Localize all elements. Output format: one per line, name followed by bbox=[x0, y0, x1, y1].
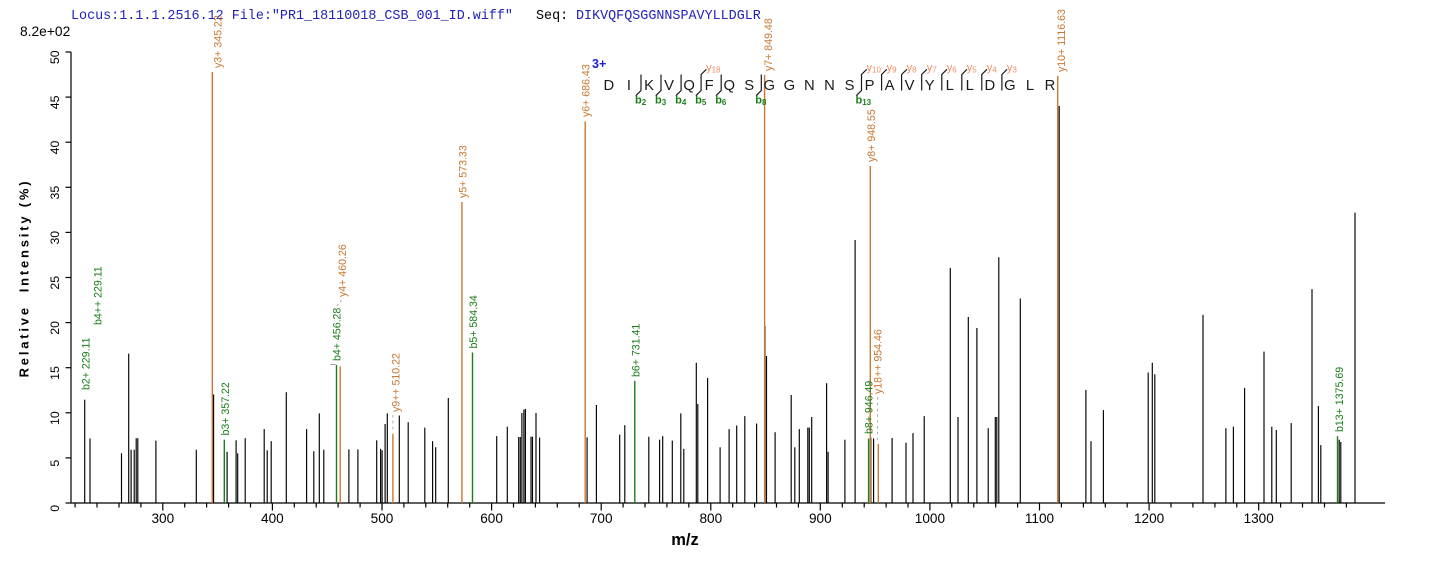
svg-text:R: R bbox=[1045, 78, 1056, 94]
svg-text:y6+ 686.43: y6+ 686.43 bbox=[581, 64, 593, 117]
svg-text:y5+ 573.33: y5+ 573.33 bbox=[457, 145, 469, 198]
svg-text:Seq:: Seq: bbox=[536, 9, 568, 24]
svg-text:S: S bbox=[845, 78, 855, 94]
svg-text:5: 5 bbox=[48, 460, 62, 467]
svg-text:V: V bbox=[664, 78, 674, 94]
svg-text:G: G bbox=[784, 78, 796, 94]
svg-text:35: 35 bbox=[48, 186, 62, 200]
svg-text:300: 300 bbox=[151, 511, 174, 526]
svg-text:15: 15 bbox=[48, 366, 62, 380]
svg-text:b2+ 229.11: b2+ 229.11 bbox=[81, 337, 93, 390]
svg-text:G: G bbox=[1004, 78, 1016, 94]
svg-text:50: 50 bbox=[48, 50, 62, 64]
svg-text:L: L bbox=[1026, 78, 1034, 94]
svg-text:25: 25 bbox=[48, 276, 62, 290]
svg-text:V: V bbox=[905, 78, 915, 94]
svg-text:b13: b13 bbox=[856, 95, 872, 108]
svg-text:y18++ 954.46: y18++ 954.46 bbox=[872, 329, 884, 394]
svg-text:Y: Y bbox=[925, 78, 935, 94]
svg-text:y8: y8 bbox=[907, 62, 918, 75]
svg-text:800: 800 bbox=[699, 511, 722, 526]
svg-text:3+: 3+ bbox=[592, 57, 606, 71]
svg-text:y10+ 1116.63: y10+ 1116.63 bbox=[1056, 9, 1068, 72]
svg-text:700: 700 bbox=[590, 511, 613, 526]
svg-text:y18: y18 bbox=[706, 62, 721, 75]
svg-text:1000: 1000 bbox=[915, 511, 946, 526]
svg-text:b8+ 946.49: b8+ 946.49 bbox=[864, 381, 876, 434]
svg-text:Relative Intensity (%): Relative Intensity (%) bbox=[17, 179, 32, 378]
svg-text:y7+ 849.48: y7+ 849.48 bbox=[763, 18, 775, 71]
svg-text:y9: y9 bbox=[887, 62, 898, 75]
svg-text:b6+ 731.41: b6+ 731.41 bbox=[630, 324, 642, 377]
svg-text:A: A bbox=[885, 78, 895, 94]
svg-text:S: S bbox=[744, 78, 754, 94]
svg-text:8.2e+02: 8.2e+02 bbox=[20, 24, 70, 39]
svg-text:y7: y7 bbox=[927, 62, 938, 75]
svg-text:N: N bbox=[804, 78, 815, 94]
svg-text:y3: y3 bbox=[1007, 62, 1018, 75]
svg-text:y9++ 510.22: y9++ 510.22 bbox=[390, 353, 402, 412]
svg-text:b5: b5 bbox=[695, 95, 707, 108]
svg-text:b8: b8 bbox=[755, 95, 767, 108]
svg-text:0: 0 bbox=[48, 505, 62, 512]
svg-text:N: N bbox=[824, 78, 835, 94]
svg-text:G: G bbox=[764, 78, 776, 94]
svg-text:20: 20 bbox=[48, 321, 62, 335]
svg-text:1200: 1200 bbox=[1134, 511, 1165, 526]
svg-text:600: 600 bbox=[480, 511, 503, 526]
svg-text:b6: b6 bbox=[715, 95, 727, 108]
svg-text:30: 30 bbox=[48, 231, 62, 245]
svg-text:b13+ 1375.69: b13+ 1375.69 bbox=[1334, 367, 1346, 432]
svg-text:1300: 1300 bbox=[1244, 511, 1275, 526]
svg-text:b2: b2 bbox=[635, 95, 647, 108]
svg-text:K: K bbox=[644, 78, 654, 94]
svg-text:y4+ 460.26: y4+ 460.26 bbox=[337, 244, 349, 297]
svg-text:y3+ 345.22: y3+ 345.22 bbox=[212, 15, 224, 68]
svg-text:b3: b3 bbox=[655, 95, 667, 108]
svg-text:y4: y4 bbox=[987, 62, 998, 75]
svg-text:D: D bbox=[984, 78, 995, 94]
svg-text:b5+ 584.34: b5+ 584.34 bbox=[468, 295, 480, 348]
svg-text:L: L bbox=[966, 78, 974, 94]
svg-text:Q: Q bbox=[723, 78, 735, 94]
svg-text:y10: y10 bbox=[867, 62, 882, 75]
svg-text:40: 40 bbox=[48, 141, 62, 155]
svg-text:1100: 1100 bbox=[1025, 511, 1055, 526]
svg-text:DIKVQFQSGGNNSPAVYLLDGLR: DIKVQFQSGGNNSPAVYLLDGLR bbox=[576, 9, 761, 24]
svg-text:y6: y6 bbox=[947, 62, 958, 75]
svg-text:Q: Q bbox=[683, 78, 695, 94]
svg-text:m/z: m/z bbox=[671, 531, 699, 549]
svg-text:P: P bbox=[865, 78, 875, 94]
svg-text:10: 10 bbox=[48, 411, 62, 425]
svg-text:900: 900 bbox=[809, 511, 832, 526]
svg-text:b3+ 357.22: b3+ 357.22 bbox=[220, 382, 232, 435]
svg-text:500: 500 bbox=[371, 511, 394, 526]
svg-text:b4++ 229.11: b4++ 229.11 bbox=[93, 266, 105, 325]
svg-text:y5: y5 bbox=[967, 62, 978, 75]
svg-text:45: 45 bbox=[48, 95, 62, 109]
svg-text:400: 400 bbox=[261, 511, 284, 526]
svg-text:y8+ 948.55: y8+ 948.55 bbox=[866, 109, 878, 162]
svg-text:Locus:1.1.1.2516.12 File:"PR1_: Locus:1.1.1.2516.12 File:"PR1_18110018_C… bbox=[71, 9, 513, 24]
svg-text:b4+ 456.28: b4+ 456.28 bbox=[332, 308, 344, 361]
svg-text:F: F bbox=[705, 78, 714, 94]
svg-text:b4: b4 bbox=[675, 95, 687, 108]
svg-text:D: D bbox=[604, 78, 615, 94]
svg-text:L: L bbox=[946, 78, 954, 94]
svg-text:I: I bbox=[627, 78, 631, 94]
